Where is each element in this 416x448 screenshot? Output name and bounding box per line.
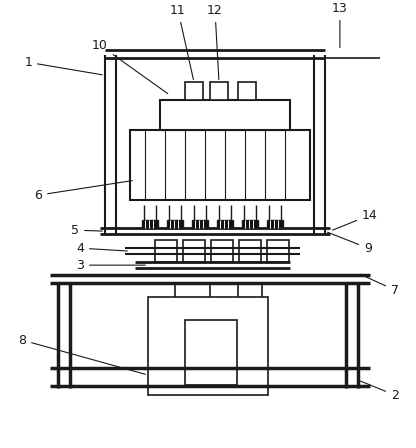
Bar [142,220,158,228]
Bar [155,240,177,262]
Text: 3: 3 [76,258,145,271]
Bar [183,240,205,262]
Text: 5: 5 [71,224,102,237]
Bar [167,220,183,228]
Bar [130,130,310,200]
Bar [185,320,237,385]
Bar [242,220,258,228]
Bar [148,297,268,395]
Bar [238,82,256,100]
Bar [185,82,203,100]
Text: 12: 12 [207,4,223,79]
Text: 4: 4 [76,241,127,254]
Text: 10: 10 [92,39,168,94]
Bar [211,240,233,262]
Bar [267,240,289,262]
Bar [192,220,208,228]
Text: 6: 6 [34,181,132,202]
Text: 13: 13 [332,2,348,47]
Text: 9: 9 [327,232,372,254]
Text: 14: 14 [332,209,378,230]
Text: 7: 7 [360,274,399,297]
Text: 2: 2 [360,381,399,401]
Bar [267,220,283,228]
Text: 11: 11 [170,4,193,80]
Text: 8: 8 [18,334,145,375]
Bar [239,240,261,262]
Bar [160,100,290,130]
Bar [217,220,233,228]
Bar [210,82,228,100]
Text: 1: 1 [24,56,102,75]
